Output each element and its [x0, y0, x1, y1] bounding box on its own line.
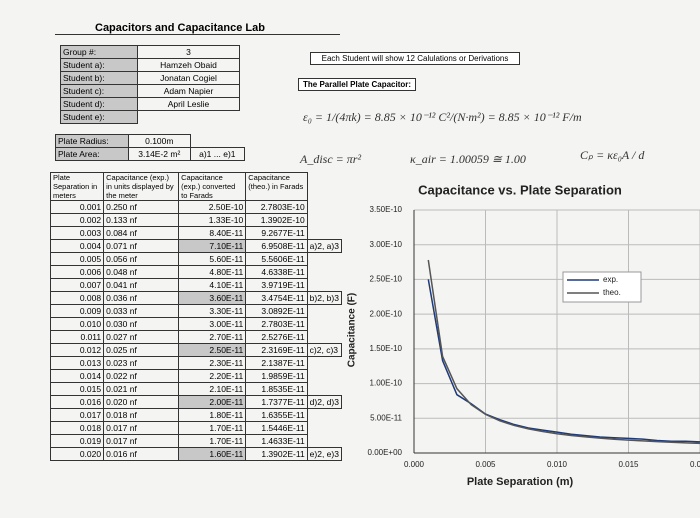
y-axis-label: Capacitance (F) [347, 293, 358, 367]
row: 0.018 0.017 nf 1.70E-11 1.5446E-11 [49, 421, 342, 435]
cell: 3.14E-2 m² [127, 147, 191, 161]
row: Plate Radius: 0.100m [55, 134, 245, 148]
series-line [427, 259, 700, 445]
group-table: Group #: 3 Student a): Hamzeh Obaid Student … [60, 45, 240, 124]
cell: d)2, d)3 [306, 395, 343, 409]
x-tick-label: 0.000 [404, 460, 425, 469]
cell: a)2, a)3 [306, 239, 343, 253]
cell: 1.60E-11 [178, 447, 247, 461]
row: 0.019 0.017 nf 1.70E-11 1.4633E-11 [49, 434, 342, 448]
y-tick-label: 2.50E-10 [370, 275, 403, 284]
chart-title: Capacitance vs. Plate Separation [418, 182, 622, 197]
equation: ε₀ = 1/(4πk) = 8.85 × 10⁻¹² C²/(N·m²) = … [303, 110, 582, 124]
row: 0.007 0.041 nf 4.10E-11 3.9719E-11 [49, 278, 342, 292]
x-tick-label: 0.010 [547, 460, 568, 469]
cell: Student e): [60, 110, 138, 124]
row: 0.010 0.030 nf 3.00E-11 2.7803E-11 [49, 317, 342, 331]
y-tick-label: 0.00E+00 [368, 448, 403, 457]
row: 0.001 0.250 nf 2.50E-10 2.7803E-10 [49, 200, 342, 214]
row: 0.014 0.022 nf 2.20E-11 1.9859E-11 [49, 369, 342, 383]
cell: 7.10E-11 [178, 239, 247, 253]
cell: e)2, e)3 [306, 447, 343, 461]
x-tick-label: 0.005 [475, 460, 496, 469]
x-tick-label: 0.020 [690, 460, 700, 469]
data-table: Plate Separation in meters Capacitance (e… [49, 172, 343, 461]
row: 0.012 0.025 nf 2.50E-11 2.3169E-11 c)2, c)3 [49, 343, 343, 357]
equation: Cₚ = κε₀A / d [580, 148, 645, 162]
y-tick-label: 3.00E-10 [370, 240, 403, 249]
row: Student e): [60, 110, 240, 124]
x-axis-label: Plate Separation (m) [467, 476, 574, 488]
series-line [427, 279, 700, 443]
cell: a)1 ... e)1 [189, 147, 246, 161]
row: 0.017 0.018 nf 1.80E-11 1.6355E-11 [49, 408, 342, 422]
row: 0.005 0.056 nf 5.60E-11 5.5606E-11 [49, 252, 342, 266]
note: Each Student will show 12 Calulations or… [310, 52, 520, 65]
cell: 2.50E-11 [178, 343, 247, 357]
row: 0.020 0.016 nf 1.60E-11 1.3902E-11 e)2, e)3 [49, 447, 343, 461]
sheet-title: Capacitors and Capacitance Lab [55, 22, 340, 35]
row: Plate Area: 3.14E-2 m² a)1 ... e)1 [55, 147, 246, 161]
cell: 0.019 [49, 434, 105, 448]
x-tick-label: 0.015 [618, 460, 639, 469]
y-tick-label: 3.50E-10 [370, 205, 403, 214]
section-label: The Parallel Plate Capacitor: [298, 78, 417, 91]
plate-table: Plate Radius: 0.100m Plate Area: 3.14E-2 m²… [55, 134, 246, 161]
legend-box [562, 271, 642, 303]
row: 0.008 0.036 nf 3.60E-11 3.4754E-11 b)2, b)3 [49, 291, 343, 305]
cell: Plate Area: [55, 147, 129, 161]
legend-label: theo. [603, 288, 621, 297]
cell: b)2, b)3 [306, 291, 343, 305]
y-tick-label: 1.00E-10 [370, 379, 403, 388]
cell: 0.016 nf [103, 447, 180, 461]
equation: A_disc = πr² [300, 152, 362, 166]
cell: 0.020 [49, 447, 105, 461]
y-tick-label: 1.50E-10 [370, 344, 403, 353]
header-cell: Capacitance (theo.) in Farads [245, 172, 308, 201]
cell: April Leslie [137, 97, 240, 111]
cell: 3.60E-11 [178, 291, 247, 305]
y-tick-label: 2.00E-10 [370, 309, 403, 318]
row: 0.002 0.133 nf 1.33E-10 1.3902E-10 [49, 213, 342, 227]
row: Group #: 3 [60, 45, 240, 59]
cell: Plate Radius: [55, 134, 129, 148]
header-row: Plate Separation in meters Capacitance (e… [49, 172, 342, 201]
legend-label: exp. [603, 275, 618, 284]
equation: κ_air = 1.00059 ≅ 1.00 [410, 152, 526, 166]
cell: c)2, c)3 [306, 343, 343, 357]
y-tick-label: 5.00E-11 [370, 413, 402, 422]
